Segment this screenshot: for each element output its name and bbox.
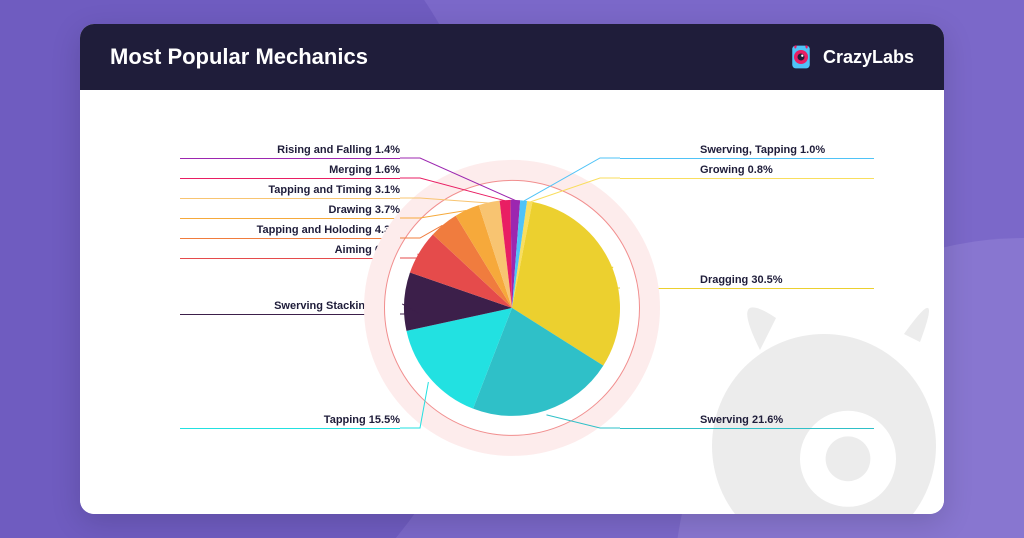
page-title: Most Popular Mechanics xyxy=(110,44,368,70)
card-header: Most Popular Mechanics CrazyLabs xyxy=(80,24,944,90)
leader-line xyxy=(524,158,620,201)
leader-line xyxy=(400,254,420,258)
chart-area: Rising and Falling 1.4%Merging 1.6%Tappi… xyxy=(80,90,944,514)
crazylabs-logo-icon xyxy=(787,43,815,71)
leader-lines xyxy=(80,90,944,514)
leader-line xyxy=(400,225,442,238)
brand: CrazyLabs xyxy=(787,43,914,71)
brand-name: CrazyLabs xyxy=(823,47,914,68)
leader-line xyxy=(400,158,515,201)
leader-line xyxy=(400,382,428,428)
leader-line xyxy=(547,415,621,428)
leader-line xyxy=(400,304,420,314)
leader-line xyxy=(600,267,620,288)
leader-line xyxy=(400,211,466,219)
chart-card: Most Popular Mechanics CrazyLabs xyxy=(80,24,944,514)
leader-line xyxy=(400,198,489,203)
